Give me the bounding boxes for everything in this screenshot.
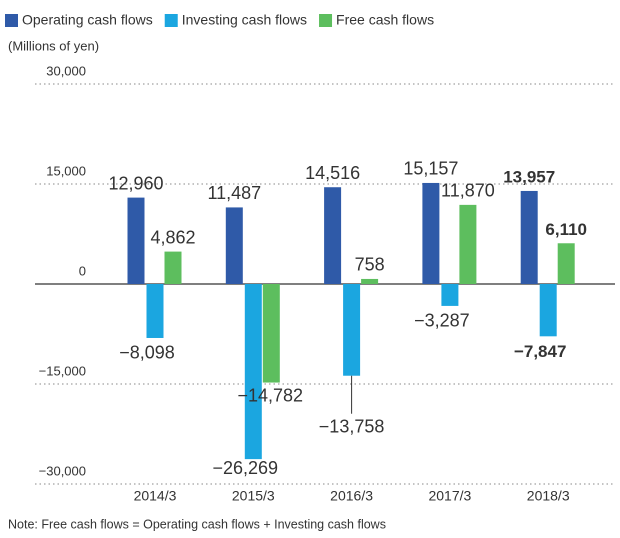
bar	[361, 278, 379, 284]
x-tick-label: 2017/3	[428, 488, 471, 504]
bar	[244, 284, 262, 460]
bar	[164, 251, 182, 284]
legend-swatch	[5, 14, 18, 27]
note: Note: Free cash flows = Operating cash f…	[8, 517, 386, 531]
y-tick-label: 0	[79, 263, 86, 278]
x-tick-label: 2014/3	[134, 488, 177, 504]
value-label: −3,287	[414, 311, 470, 331]
legend-swatch	[164, 14, 178, 27]
x-tick-label: 2018/3	[527, 488, 570, 504]
legend-label: Free cash flows	[336, 12, 434, 28]
value-label: −7,847	[514, 342, 566, 361]
value-label: −26,269	[213, 458, 279, 478]
value-label: −13,758	[319, 416, 385, 436]
legend-swatch	[319, 14, 333, 27]
value-label: 758	[355, 255, 385, 275]
value-label: 6,110	[545, 220, 587, 239]
y-tick-label: 15,000	[46, 163, 86, 178]
bar	[422, 182, 440, 284]
bar	[539, 284, 557, 337]
y-tick-label: −15,000	[39, 363, 86, 378]
bar	[343, 284, 361, 376]
bar	[127, 197, 145, 284]
bar	[557, 243, 575, 284]
value-label: −8,098	[119, 343, 175, 363]
x-tick-label: 2016/3	[330, 488, 373, 504]
legend-label: Operating cash flows	[22, 12, 153, 28]
value-label: 13,957	[503, 167, 555, 186]
value-label: 11,870	[441, 181, 495, 201]
value-label: 15,157	[403, 159, 458, 179]
value-label: −14,782	[238, 385, 304, 405]
bar	[520, 190, 538, 284]
bar	[441, 284, 459, 306]
y-tick-label: 30,000	[46, 63, 86, 78]
bar	[459, 204, 477, 284]
y-axis-label: (Millions of yen)	[8, 38, 99, 53]
value-label: 14,516	[305, 163, 360, 183]
y-tick-label: −30,000	[39, 463, 86, 478]
bar	[262, 284, 280, 383]
value-label: 4,862	[150, 227, 195, 247]
value-label: 12,960	[108, 173, 163, 193]
bar	[324, 187, 342, 284]
x-tick-label: 2015/3	[232, 488, 275, 504]
value-label: 11,487	[207, 183, 261, 203]
legend-label: Investing cash flows	[182, 12, 307, 28]
bar	[225, 207, 243, 284]
bar	[146, 284, 164, 338]
